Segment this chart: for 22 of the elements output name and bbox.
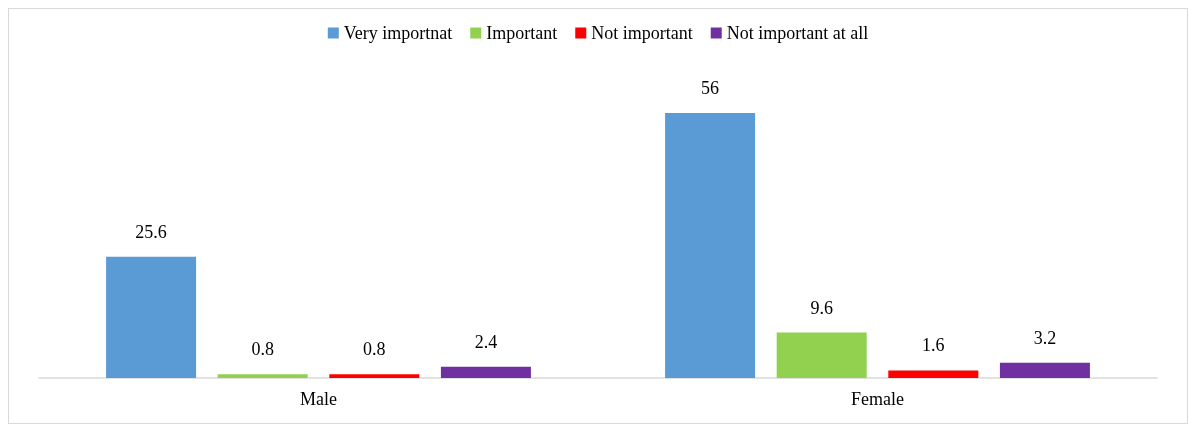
- data-label: 3.2: [1033, 327, 1057, 348]
- legend-label: Important: [486, 23, 558, 43]
- data-label: 25.6: [135, 221, 167, 242]
- bar: [776, 332, 867, 378]
- bar: [999, 362, 1090, 378]
- bar: [440, 366, 531, 378]
- data-label: 0.8: [363, 339, 386, 360]
- bar: [217, 374, 308, 378]
- legend-label: Not important at all: [726, 23, 869, 43]
- x-tick-label: Male: [300, 389, 337, 409]
- data-label: 9.6: [810, 297, 833, 318]
- x-tick-label: Female: [851, 389, 904, 409]
- bar: [329, 374, 420, 378]
- bar: [665, 112, 756, 378]
- data-label: 56: [701, 77, 720, 98]
- legend-label: Very importnat: [343, 23, 453, 43]
- data-label: 1.6: [922, 335, 945, 356]
- data-label: 0.8: [251, 339, 274, 360]
- data-label: 2.4: [474, 331, 498, 352]
- bar: [106, 256, 197, 378]
- legend-label: Not important: [591, 23, 693, 43]
- bar: [888, 370, 979, 378]
